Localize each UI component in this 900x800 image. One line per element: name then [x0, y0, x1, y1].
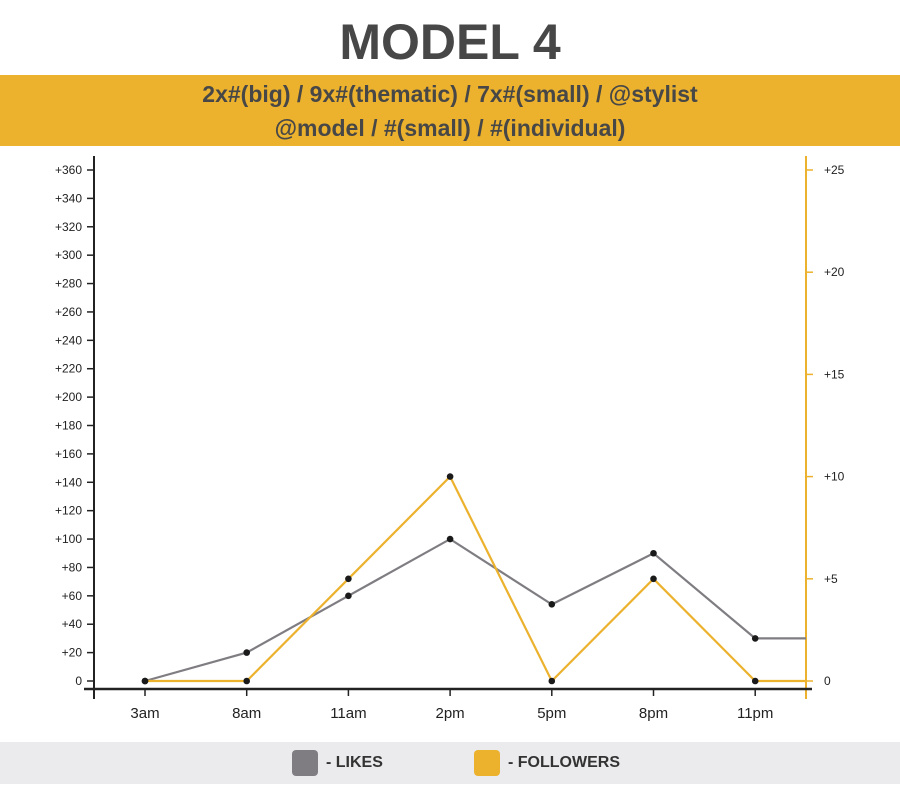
data-point-followers [650, 575, 657, 583]
subtitle-banner: 2x#(big) / 9x#(thematic) / 7x#(small) / … [0, 75, 900, 146]
data-point-followers [243, 677, 250, 685]
x-tick-label: 8pm [639, 705, 668, 722]
left-tick-label: +20 [62, 646, 83, 660]
x-tick-label: 11am [330, 705, 366, 722]
data-point-likes [650, 549, 657, 557]
left-tick-label: +300 [55, 248, 82, 262]
data-point-followers [751, 677, 759, 685]
right-tick-label: +15 [824, 367, 845, 381]
legend-label-followers: - FOLLOWERS [508, 754, 620, 771]
left-tick-label: +200 [55, 390, 82, 404]
chart-title: MODEL 4 [339, 14, 561, 70]
left-tick-label: +260 [55, 305, 82, 319]
right-tick-label: 0 [824, 674, 831, 688]
left-tick-label: +340 [55, 191, 82, 205]
right-tick-label: +5 [824, 572, 838, 586]
left-tick-label: +140 [55, 475, 82, 489]
data-point-followers [345, 575, 352, 583]
left-tick-label: +40 [62, 617, 83, 631]
left-tick-label: +100 [55, 532, 82, 546]
legend-label-likes: - LIKES [326, 754, 383, 771]
x-tick-label: 5pm [537, 705, 566, 722]
data-point-followers [141, 677, 149, 685]
data-point-likes [548, 601, 556, 608]
left-tick-label: +180 [55, 419, 82, 433]
left-tick-label: +280 [55, 277, 82, 291]
subtitle-line-1: 2x#(big) / 9x#(thematic) / 7x#(small) / … [202, 81, 698, 107]
left-tick-label: 0 [75, 674, 82, 688]
left-tick-label: +120 [55, 504, 82, 518]
series-line-followers [145, 474, 806, 683]
line-chart: 0+20+40+60+80+100+120+140+160+180+200+22… [55, 156, 845, 722]
legend: - LIKES - FOLLOWERS [0, 742, 900, 784]
left-tick-label: +60 [62, 589, 83, 603]
data-point-likes [243, 649, 250, 656]
right-tick-label: +10 [824, 470, 845, 484]
data-point-likes [446, 535, 454, 543]
right-tick-label: +25 [824, 163, 845, 177]
left-tick-label: +240 [55, 333, 82, 347]
data-point-likes [751, 635, 759, 642]
x-tick-label: 2pm [436, 705, 465, 722]
likes-swatch [292, 750, 318, 776]
left-tick-label: +320 [55, 220, 82, 234]
left-tick-label: +160 [55, 447, 82, 461]
left-tick-label: +80 [62, 560, 83, 574]
x-tick-label: 8am [232, 705, 261, 722]
lines-layer [144, 474, 806, 683]
data-point-followers [548, 677, 556, 685]
followers-swatch [474, 750, 500, 776]
left-tick-label: +220 [55, 362, 82, 376]
data-point-likes [345, 592, 352, 600]
legend-item-likes: - LIKES [292, 750, 383, 776]
axes-layer: 0+20+40+60+80+100+120+140+160+180+200+22… [55, 156, 845, 722]
series-line-likes [144, 537, 806, 683]
points-layer [141, 473, 759, 685]
x-tick-label: 3am [130, 705, 159, 722]
right-tick-label: +20 [824, 265, 845, 279]
data-point-followers [446, 473, 454, 480]
subtitle-line-2: @model / #(small) / #(individual) [274, 115, 626, 141]
legend-item-followers: - FOLLOWERS [474, 750, 620, 776]
left-tick-label: +360 [55, 163, 82, 177]
x-tick-label: 11pm [737, 705, 773, 722]
